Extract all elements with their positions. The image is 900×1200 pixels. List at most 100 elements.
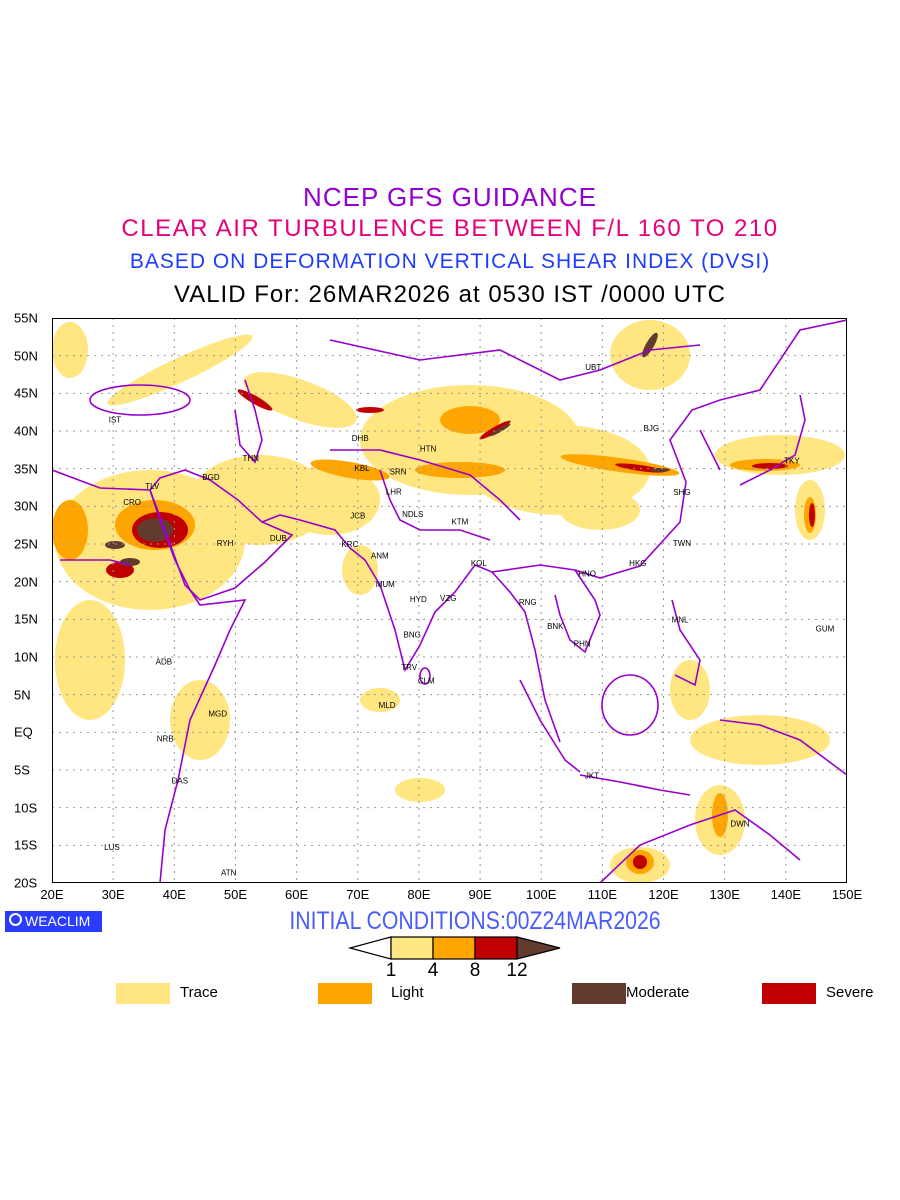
station-label-nrb: NRB: [157, 734, 174, 743]
lon-tick-label: 30E: [101, 887, 125, 902]
legend-label-light: Light: [391, 984, 424, 1001]
station-label-tky: TKY: [784, 456, 800, 465]
station-label-mum: MUM: [376, 580, 395, 589]
station-label-dub: DUB: [270, 534, 287, 543]
station-label-mld: MLD: [379, 701, 396, 710]
colorbar-bin-1-4: [390, 936, 434, 960]
turbulence-fields: [52, 320, 845, 883]
station-label-phn: PHN: [574, 639, 591, 648]
station-label-bjg: BJG: [644, 424, 660, 433]
lat-tick-label: 40N: [14, 423, 38, 439]
country-borders: [52, 319, 847, 883]
lon-tick-label: 70E: [346, 887, 370, 902]
legend-swatch-trace: [116, 983, 170, 1004]
lat-tick-label: 10N: [14, 649, 38, 665]
legend-label-trace: Trace: [180, 984, 218, 1001]
lon-tick-label: 80E: [407, 887, 431, 902]
station-label-dwn: DWN: [730, 819, 749, 828]
station-label-kol: KOL: [471, 559, 488, 568]
station-label-htn: HTN: [420, 444, 437, 453]
station-label-vzg: VZG: [440, 594, 456, 603]
lat-tick-label: 15N: [14, 611, 38, 627]
turbulence-map: UBT BJG TKY IST DHB HTN THN KBL SRN BGD TLV CRO LHR S…: [52, 318, 847, 883]
station-label-bgd: BGD: [202, 473, 220, 482]
station-label-bng: BNG: [404, 630, 421, 639]
lon-tick-label: 60E: [285, 887, 309, 902]
station-label-gum: GUM: [816, 624, 835, 633]
colorbar-tick: 12: [506, 960, 528, 981]
lat-tick-label: 20S: [14, 875, 38, 891]
station-label-adb: ADB: [156, 658, 172, 667]
lon-tick-label: 50E: [223, 887, 248, 902]
station-label-mgd: MGD: [208, 710, 227, 719]
station-label-mnl: MNL: [672, 615, 689, 624]
station-label-bnk: BNK: [547, 622, 564, 631]
title-product: CLEAR AIR TURBULENCE BETWEEN F/L 160 TO …: [121, 215, 779, 242]
lat-tick-label: 50N: [14, 348, 38, 364]
logo-text: WEACLIM: [25, 913, 91, 929]
station-labels: UBT BJG TKY IST DHB HTN THN KBL SRN BGD TLV CRO LHR S…: [104, 363, 834, 877]
lat-tick-label: 25N: [14, 536, 38, 552]
station-label-ndls: NDLS: [402, 510, 423, 519]
lat-tick-label: EQ: [14, 724, 33, 740]
lon-tick-label: 20E: [40, 887, 64, 902]
title-model: NCEP GFS GUIDANCE: [303, 182, 597, 212]
station-label-ist: IST: [109, 416, 122, 425]
station-label-anm: ANM: [371, 551, 389, 560]
copyright-icon: [9, 913, 22, 926]
station-label-lhr: LHR: [386, 487, 402, 496]
lon-tick-label: 110E: [587, 887, 618, 902]
station-label-krc: KRC: [341, 540, 358, 549]
weaclim-logo: WEACLIM: [5, 911, 102, 932]
station-label-trv: TRV: [401, 663, 418, 672]
colorbar-bin-8-12: [474, 936, 518, 960]
station-label-atn: ATN: [221, 868, 237, 877]
station-label-srn: SRN: [390, 468, 407, 477]
lon-tick-label: 150E: [831, 887, 863, 902]
station-label-cro: CRO: [123, 498, 141, 507]
station-label-das: DAS: [172, 777, 188, 786]
colorbar: [347, 936, 561, 960]
colorbar-tick: 4: [427, 960, 439, 981]
station-label-ryh: RYH: [217, 539, 234, 548]
colorbar-below-triangle: [347, 936, 392, 960]
lon-tick-label: 120E: [648, 887, 679, 902]
graticule: [52, 318, 847, 883]
station-label-lus: LUS: [104, 843, 120, 852]
station-label-kbl: KBL: [354, 464, 370, 473]
colorbar-tick: 1: [385, 960, 397, 981]
station-label-jkt: JKT: [585, 771, 599, 780]
station-label-hyd: HYD: [410, 595, 427, 604]
legend-swatch-severe: [762, 983, 816, 1004]
station-label-ktm: KTM: [451, 517, 468, 526]
legend-swatch-light: [318, 983, 372, 1004]
station-label-rng: RNG: [519, 598, 537, 607]
colorbar-above-triangle: [516, 936, 561, 960]
lat-tick-label: 10S: [14, 800, 38, 816]
lon-tick-label: 40E: [162, 887, 186, 902]
lat-tick-label: 20N: [14, 574, 38, 590]
lat-tick-label: 55N: [14, 310, 38, 326]
colorbar-bin-4-8: [432, 936, 476, 960]
station-label-tlv: TLV: [145, 482, 160, 491]
lat-tick-label: 5N: [14, 687, 31, 703]
station-label-dhb: DHB: [352, 434, 369, 443]
lon-tick-label: 130E: [709, 887, 740, 902]
legend-label-severe: Severe: [826, 984, 874, 1001]
colorbar-tick: 8: [469, 960, 481, 981]
legend-swatch-moderate: [572, 983, 626, 1004]
lon-tick-label: 140E: [770, 887, 802, 902]
lon-tick-label: 90E: [468, 887, 492, 902]
station-label-hno: HNO: [578, 569, 596, 578]
lat-tick-label: 45N: [14, 385, 38, 401]
lat-tick-label: 30N: [14, 498, 38, 514]
station-label-shg: SHG: [673, 488, 690, 497]
station-label-thn: THN: [243, 454, 260, 463]
initial-conditions: INITIAL CONDITIONS:00Z24MAR2026: [289, 907, 661, 935]
legend-label-moderate: Moderate: [626, 984, 690, 1001]
title-method: BASED ON DEFORMATION VERTICAL SHEAR INDE…: [129, 250, 771, 273]
station-label-jcb: JCB: [350, 511, 365, 520]
station-label-twn: TWN: [673, 539, 691, 548]
lon-tick-label: 100E: [526, 887, 557, 902]
lat-tick-label: 5S: [14, 762, 30, 778]
